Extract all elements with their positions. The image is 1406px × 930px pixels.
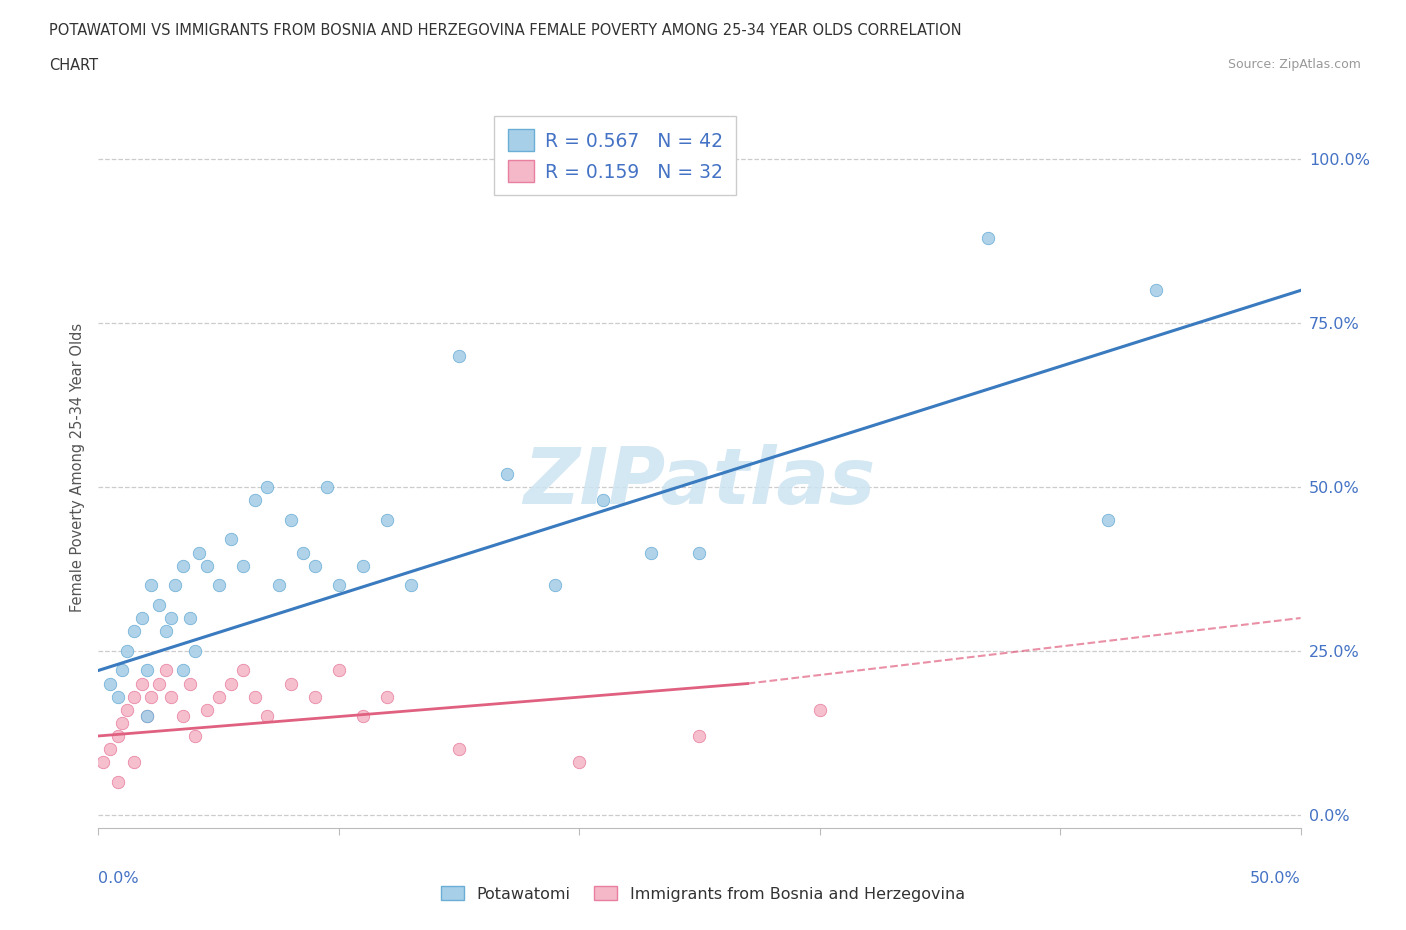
Point [256,480,278,495]
Point [328,578,350,592]
Point [328,663,350,678]
Point [172,663,194,678]
Point [447,741,470,756]
Point [155,624,177,639]
Point [183,728,205,743]
Text: ZIPatlas: ZIPatlas [523,444,876,520]
Point [375,512,398,527]
Point [107,689,129,704]
Point [117,702,139,717]
Point [107,728,129,743]
Point [91,755,114,770]
Point [111,715,134,730]
Point [243,493,266,508]
Point [219,676,242,691]
Point [267,578,290,592]
Point [124,624,146,639]
Point [352,558,374,573]
Point [141,689,163,704]
Text: 50.0%: 50.0% [1250,870,1301,886]
Text: Source: ZipAtlas.com: Source: ZipAtlas.com [1227,58,1361,71]
Point [688,728,710,743]
Point [111,663,134,678]
Point [1144,283,1167,298]
Legend: Potawatomi, Immigrants from Bosnia and Herzegovina: Potawatomi, Immigrants from Bosnia and H… [434,880,972,908]
Text: POTAWATOMI VS IMMIGRANTS FROM BOSNIA AND HERZEGOVINA FEMALE POVERTY AMONG 25-34 : POTAWATOMI VS IMMIGRANTS FROM BOSNIA AND… [49,23,962,38]
Point [135,709,157,724]
Legend: R = 0.567   N = 42, R = 0.159   N = 32: R = 0.567 N = 42, R = 0.159 N = 32 [495,116,737,195]
Point [100,741,122,756]
Text: 0.0%: 0.0% [98,870,139,886]
Point [159,689,181,704]
Point [124,689,146,704]
Point [135,663,157,678]
Point [100,676,122,691]
Point [219,532,242,547]
Point [315,480,337,495]
Point [148,676,170,691]
Point [304,689,326,704]
Point [131,676,153,691]
Point [568,755,591,770]
Point [280,676,302,691]
Point [183,644,205,658]
Point [544,578,567,592]
Point [195,558,218,573]
Point [592,493,614,508]
Point [131,611,153,626]
Point [208,578,231,592]
Point [291,545,314,560]
Point [375,689,398,704]
Text: CHART: CHART [49,58,98,73]
Point [159,611,181,626]
Point [155,663,177,678]
Point [141,578,163,592]
Point [172,558,194,573]
Point [280,512,302,527]
Point [399,578,422,592]
Point [232,663,254,678]
Point [188,545,211,560]
Point [640,545,662,560]
Point [135,709,157,724]
Y-axis label: Female Poverty Among 25-34 Year Olds: Female Poverty Among 25-34 Year Olds [69,323,84,612]
Point [124,755,146,770]
Point [232,558,254,573]
Point [304,558,326,573]
Point [195,702,218,717]
Point [107,775,129,790]
Point [165,578,187,592]
Point [179,611,201,626]
Point [688,545,710,560]
Point [243,689,266,704]
Point [496,467,519,482]
Point [208,689,231,704]
Point [117,644,139,658]
Point [179,676,201,691]
Point [352,709,374,724]
Point [148,597,170,612]
Point [256,709,278,724]
Point [447,349,470,364]
Point [977,231,1000,246]
Point [808,702,831,717]
Point [1097,512,1119,527]
Point [172,709,194,724]
